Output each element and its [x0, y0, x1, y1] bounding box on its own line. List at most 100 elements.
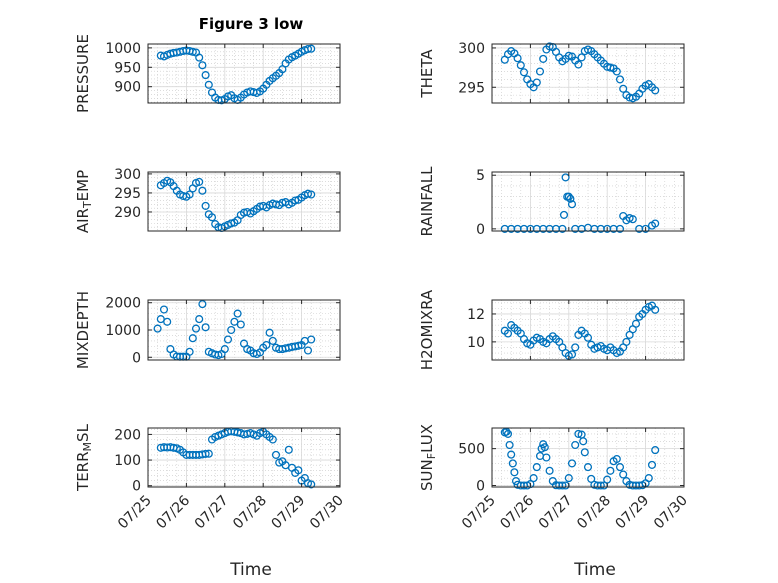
subplot-theta: 295 300 THETA [418, 41, 685, 104]
axes-frame [491, 43, 685, 104]
y-tick-label: 0 [476, 222, 485, 238]
y-axis-label: RAINFALL [418, 166, 436, 237]
data-point [508, 459, 517, 468]
data-point [513, 54, 522, 63]
data-series [156, 176, 316, 233]
axes-frame [491, 299, 685, 361]
data-point [641, 224, 650, 233]
axes-frame [491, 427, 685, 488]
data-point [644, 474, 653, 483]
data-point [651, 305, 660, 314]
y-tick-label: 300 [458, 41, 485, 57]
data-point [204, 80, 213, 89]
axes-frame [147, 427, 341, 488]
data-point [511, 477, 521, 486]
y-tick-label: 0 [132, 479, 141, 495]
data-point [188, 47, 197, 56]
y-tick-label: 12 [467, 307, 485, 323]
data-point [566, 194, 575, 203]
data-point [545, 42, 554, 51]
data-point [294, 466, 303, 475]
data-point [539, 54, 548, 63]
data-point [567, 350, 577, 359]
data-point [207, 213, 217, 222]
y-tick-label: 0 [132, 350, 141, 366]
y-axis-label: THETA [418, 49, 436, 99]
y-tick-label: 950 [114, 60, 141, 76]
data-point [567, 459, 577, 468]
data-point [559, 210, 569, 219]
data-point [307, 190, 316, 199]
data-point [198, 300, 207, 309]
data-point [615, 463, 625, 472]
y-tick-label: 2000 [105, 296, 141, 312]
y-tick-label: 1000 [105, 323, 141, 339]
data-point [651, 446, 660, 455]
data-point [307, 335, 316, 344]
y-tick-label: 200 [114, 427, 141, 443]
data-series [500, 42, 660, 103]
data-point [606, 466, 615, 475]
data-point [220, 345, 229, 354]
data-point [532, 78, 541, 87]
data-point [579, 437, 588, 446]
data-point [185, 347, 194, 356]
data-point [577, 53, 586, 62]
y-axis-label: PRESSURE [74, 34, 92, 113]
data-point [262, 340, 271, 350]
data-point [606, 63, 615, 72]
axes-frame [147, 43, 341, 104]
data-point [195, 315, 204, 324]
data-point [265, 328, 274, 337]
data-point [503, 429, 513, 438]
data-point [307, 44, 316, 53]
data-point [505, 440, 514, 450]
axes-frame [491, 171, 685, 232]
plot-area [492, 172, 684, 231]
data-point [558, 224, 567, 233]
y-tick-label: 100 [114, 453, 141, 469]
data-point [651, 86, 660, 95]
y-tick-label: 5 [476, 168, 485, 184]
data-point [583, 463, 593, 472]
data-point [612, 454, 621, 464]
data-point [227, 219, 236, 228]
data-point [185, 190, 194, 199]
data-point [236, 320, 245, 329]
data-point [574, 429, 583, 438]
y-tick-label: 10 [467, 335, 485, 351]
x-axis-label-right: Time [573, 560, 616, 580]
data-series [156, 427, 316, 489]
data-point [153, 324, 162, 333]
data-series [500, 301, 660, 360]
y-axis-label: AIRTEMP [74, 170, 94, 233]
axes-frame [147, 171, 341, 232]
data-point [564, 474, 573, 483]
data-point [284, 445, 293, 454]
data-point [615, 75, 625, 84]
figure-title: Figure 3 low [199, 15, 304, 33]
data-point [580, 448, 589, 457]
data-point [268, 336, 277, 345]
data-point [198, 61, 207, 70]
data-point [587, 474, 596, 483]
plot-area [148, 428, 340, 487]
data-point [564, 51, 573, 60]
data-point [201, 449, 210, 458]
data-point [201, 71, 210, 80]
data-point [303, 44, 313, 54]
data-point [542, 453, 551, 462]
y-tick-label: 1000 [105, 41, 141, 57]
subplot-h2omixra: 10 12 H2OMIXRA [418, 289, 685, 370]
y-tick-label: 300 [114, 167, 141, 183]
data-point [303, 189, 313, 198]
data-point [159, 305, 169, 314]
data-point [294, 341, 303, 350]
data-point [195, 53, 204, 62]
plot-area [148, 172, 340, 231]
data-point [303, 346, 313, 355]
data-point [540, 443, 549, 452]
x-axis-label-left: Time [229, 560, 272, 580]
